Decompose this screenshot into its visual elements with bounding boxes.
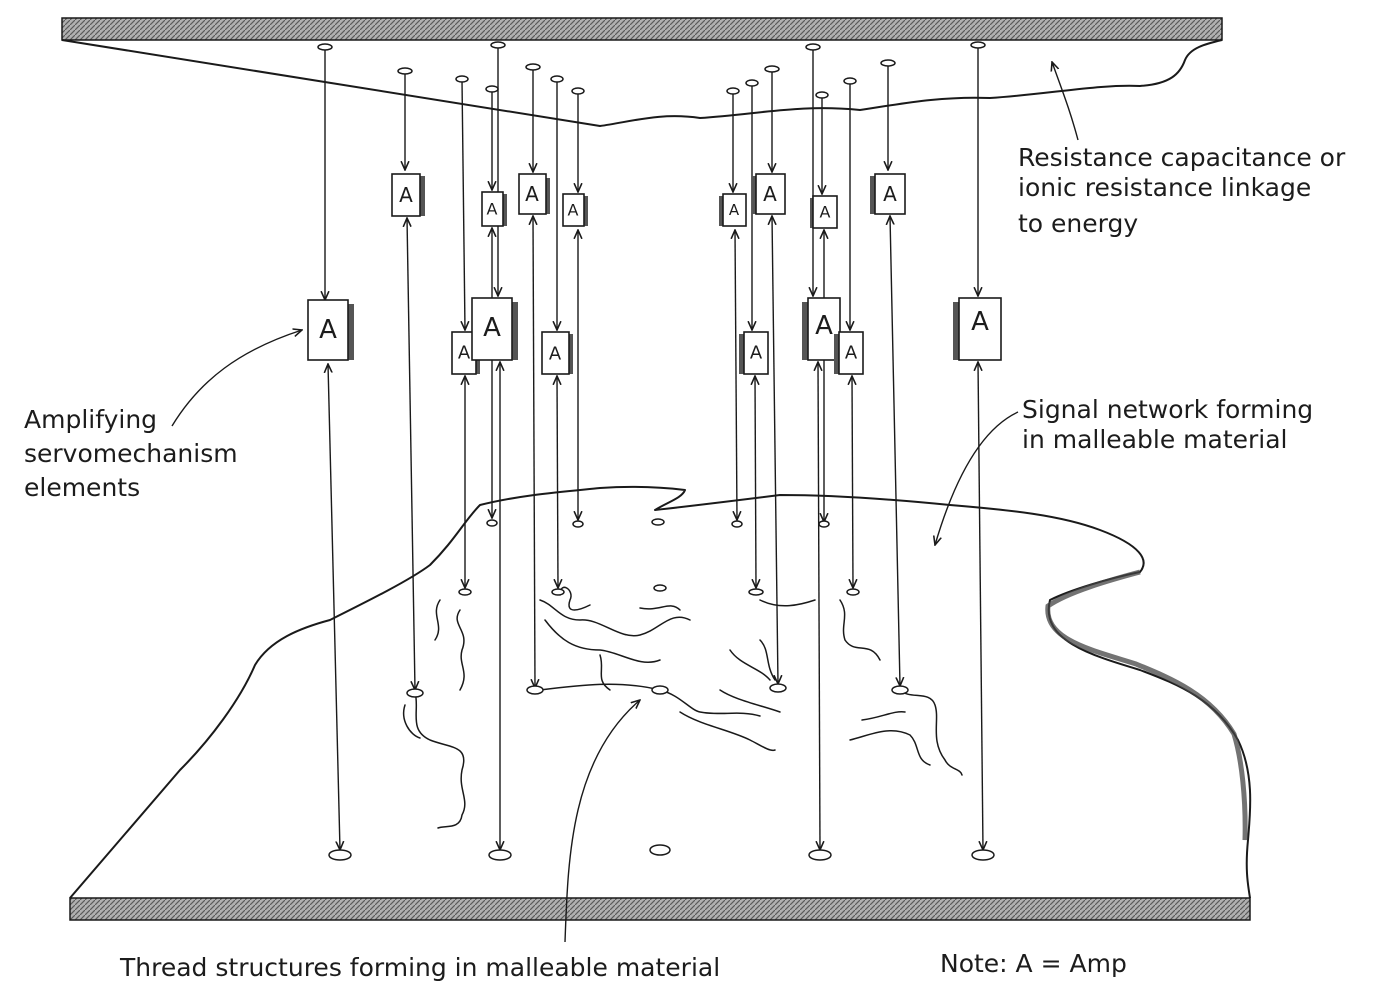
- amplifier-label-line3: elements: [24, 473, 140, 502]
- amplifier-box: A: [810, 195, 838, 229]
- thread-structures: [403, 586, 963, 829]
- amplifier-box: A: [752, 173, 786, 215]
- bottom-nodes: [328, 518, 995, 861]
- svg-text:A: A: [729, 201, 740, 219]
- svg-text:A: A: [820, 203, 831, 222]
- amplifier-box: A: [481, 191, 507, 227]
- amplifier-box: A: [739, 331, 769, 375]
- callout-arrows: [171, 62, 1079, 943]
- svg-text:A: A: [815, 311, 833, 341]
- svg-text:A: A: [549, 344, 562, 365]
- malleable-material-edge: [1045, 569, 1248, 841]
- svg-text:A: A: [399, 183, 413, 207]
- amplifier-box: A: [518, 173, 550, 215]
- energy-linkage-label-line1: Resistance capacitance or: [1018, 143, 1346, 172]
- amplifier-label-line1: Amplifying: [24, 405, 157, 434]
- amplifier-box: A: [562, 193, 588, 227]
- amplifier-box: A: [834, 331, 864, 375]
- amplifier-box: A: [391, 173, 425, 217]
- malleable-material-outline: [69, 485, 1252, 899]
- amplifier-elements: A A A A A A A: [307, 173, 1002, 375]
- svg-text:A: A: [319, 315, 337, 345]
- svg-text:A: A: [458, 343, 471, 364]
- amplifier-box: A: [719, 193, 747, 227]
- top-energy-layer: [61, 39, 1223, 127]
- bottom-plate: [69, 897, 1251, 921]
- signal-network-label-line2: in malleable material: [1022, 425, 1288, 454]
- thread-structures-label: Thread structures forming in malleable m…: [119, 953, 720, 982]
- amplifier-box: A: [870, 173, 906, 215]
- signal-wires: [325, 46, 983, 850]
- amplifier-label-line2: servomechanism: [24, 439, 238, 468]
- svg-text:A: A: [971, 307, 989, 337]
- signal-network-label-line1: Signal network forming: [1022, 395, 1313, 424]
- energy-linkage-label-line3: to energy: [1018, 209, 1138, 238]
- energy-linkage-label-line2: ionic resistance linkage: [1018, 173, 1311, 202]
- amplifier-box: A: [471, 297, 518, 361]
- svg-text:A: A: [750, 343, 763, 364]
- top-nodes: [317, 41, 986, 99]
- svg-text:A: A: [763, 182, 777, 206]
- amplifier-note: Note: A = Amp: [940, 949, 1127, 978]
- svg-text:A: A: [883, 182, 897, 206]
- amplifier-box: A: [953, 297, 1002, 361]
- top-plate: [61, 17, 1223, 41]
- svg-text:A: A: [487, 200, 498, 219]
- svg-text:A: A: [568, 201, 579, 220]
- amplifier-box: A: [541, 331, 573, 375]
- svg-text:A: A: [845, 343, 858, 364]
- amplifier-box: A: [307, 299, 354, 361]
- svg-text:A: A: [483, 313, 501, 343]
- svg-text:A: A: [525, 182, 539, 206]
